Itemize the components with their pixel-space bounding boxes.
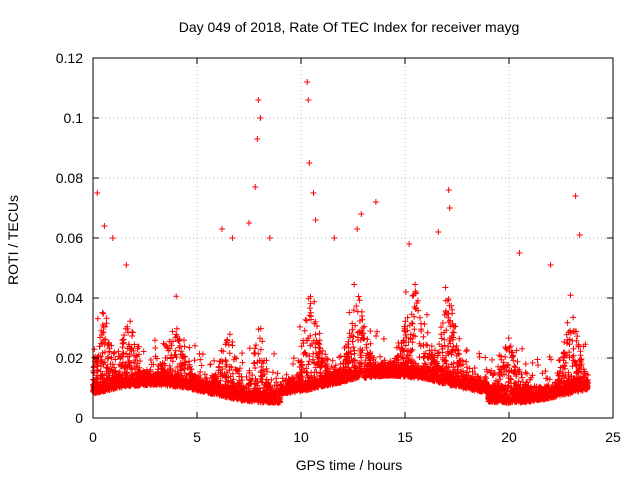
x-tick-label: 5 — [193, 429, 201, 445]
x-axis-ticks: 0 5 10 15 20 25 — [89, 58, 621, 445]
x-tick-label: 10 — [293, 429, 309, 445]
y-tick-label: 0 — [75, 410, 83, 426]
y-tick-label: 0.12 — [56, 50, 83, 66]
x-axis-label: GPS time / hours — [296, 457, 403, 473]
x-tick-label: 25 — [605, 429, 621, 445]
chart-title: Day 049 of 2018, Rate Of TEC Index for r… — [179, 19, 520, 35]
x-tick-label: 15 — [397, 429, 413, 445]
y-tick-label: 0.04 — [56, 290, 83, 306]
y-axis-label: ROTI / TECUs — [5, 195, 21, 285]
grid-lines — [93, 58, 613, 418]
y-tick-label: 0.02 — [56, 350, 83, 366]
y-tick-label: 0.06 — [56, 230, 83, 246]
y-tick-label: 0.08 — [56, 170, 83, 186]
y-tick-label: 0.1 — [64, 110, 84, 126]
x-tick-label: 0 — [89, 429, 97, 445]
x-tick-label: 20 — [501, 429, 517, 445]
y-axis-ticks: 0 0.02 0.04 0.06 0.08 0.1 0.12 — [56, 50, 613, 426]
